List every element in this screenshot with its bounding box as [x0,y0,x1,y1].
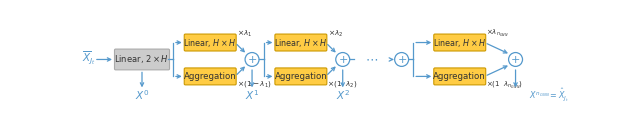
Text: $\times (1 - \lambda_1)$: $\times (1 - \lambda_1)$ [237,79,271,90]
Text: $X^{n_{GNN}} = \hat{X}_{J_t}$: $X^{n_{GNN}} = \hat{X}_{J_t}$ [529,87,569,103]
Text: $\overline{X}_{J_t}$: $\overline{X}_{J_t}$ [83,50,96,67]
Text: $+$: $+$ [397,54,406,65]
Text: Aggregation: Aggregation [433,72,486,81]
Text: $\cdots$: $\cdots$ [365,52,378,65]
Circle shape [509,53,522,66]
Text: $\times \lambda_1$: $\times \lambda_1$ [237,29,253,39]
Text: Linear, $H \times H$: Linear, $H \times H$ [274,37,328,49]
Text: $\times \lambda_{n_{GNN}}$: $\times \lambda_{n_{GNN}}$ [486,28,509,39]
FancyBboxPatch shape [184,68,236,85]
Text: Linear, $H \times H$: Linear, $H \times H$ [433,37,486,49]
Text: $\times \lambda_2$: $\times \lambda_2$ [328,29,343,39]
Text: $+$: $+$ [511,54,520,65]
Text: Aggregation: Aggregation [275,72,327,81]
FancyBboxPatch shape [275,34,327,51]
Text: Linear, $H \times H$: Linear, $H \times H$ [184,37,237,49]
FancyBboxPatch shape [184,34,236,51]
Text: $+$: $+$ [338,54,348,65]
Text: $X^0$: $X^0$ [135,88,149,102]
Text: Linear, $2 \times H$: Linear, $2 \times H$ [115,53,170,66]
Circle shape [395,53,408,66]
Text: $+$: $+$ [247,54,257,65]
FancyBboxPatch shape [434,34,486,51]
Circle shape [245,53,259,66]
Circle shape [336,53,349,66]
Text: $X^2$: $X^2$ [335,88,350,102]
FancyBboxPatch shape [434,68,486,85]
Text: Aggregation: Aggregation [184,72,237,81]
FancyBboxPatch shape [275,68,327,85]
FancyBboxPatch shape [115,49,170,70]
Text: $\times (1 \ \ \lambda_{n_{GNN}})$: $\times (1 \ \ \lambda_{n_{GNN}})$ [486,79,524,91]
Text: $X^1$: $X^1$ [245,88,259,102]
Text: $\times (1 \ \ \lambda_2)$: $\times (1 \ \ \lambda_2)$ [327,79,358,90]
